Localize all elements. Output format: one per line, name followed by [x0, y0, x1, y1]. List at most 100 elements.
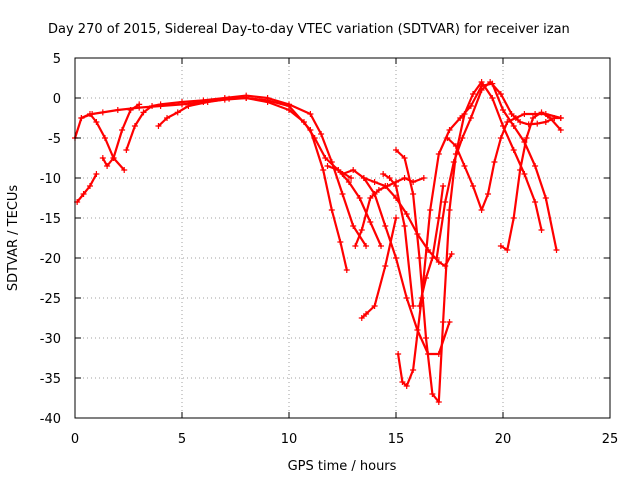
data-point: [523, 135, 530, 141]
data-point: [435, 259, 442, 265]
data-point: [380, 171, 387, 177]
data-point: [367, 219, 374, 225]
data-point: [538, 227, 545, 233]
series-trace: [101, 103, 141, 168]
y-axis-label: SDTVAR / TECUs: [6, 185, 21, 292]
data-point: [448, 251, 455, 257]
data-point: [422, 335, 429, 341]
x-tick-label: 15: [388, 432, 405, 447]
data-point: [350, 167, 357, 173]
data-point: [360, 175, 367, 181]
data-point: [179, 99, 185, 105]
y-tick-label: -10: [40, 172, 61, 187]
data-point: [403, 383, 410, 389]
data-point: [470, 183, 477, 189]
data-point: [155, 123, 162, 129]
data-point: [467, 115, 474, 121]
x-tick-label: 20: [495, 432, 512, 447]
chart-title: Day 270 of 2015, Sidereal Day-to-day VTE…: [48, 22, 570, 37]
series-arc-17: [444, 111, 564, 213]
y-tick-label: -15: [40, 212, 61, 227]
data-point: [429, 391, 436, 397]
data-point: [393, 215, 399, 221]
data-point: [542, 119, 549, 125]
data-point: [542, 195, 549, 201]
data-point: [450, 159, 457, 165]
series-trace: [360, 216, 398, 320]
data-point: [393, 255, 399, 261]
data-point: [517, 119, 524, 125]
data-point: [339, 191, 346, 197]
data-point: [339, 171, 346, 177]
data-point: [433, 255, 440, 261]
series-arc-7: [324, 163, 385, 249]
data-point: [337, 239, 344, 245]
y-tick-label: -5: [48, 132, 61, 147]
data-point: [403, 295, 410, 301]
data-point: [478, 87, 485, 93]
data-point: [416, 303, 423, 309]
data-point: [491, 159, 498, 165]
series-arc-11: [358, 215, 399, 321]
y-tick-label: 5: [53, 52, 61, 67]
data-point: [444, 135, 451, 141]
data-point: [328, 159, 335, 165]
series-arc-13: [395, 80, 560, 389]
y-tick-label: 0: [53, 92, 61, 107]
data-point: [358, 315, 365, 321]
series-trace: [76, 172, 98, 204]
data-point: [307, 127, 314, 133]
data-point: [504, 247, 511, 253]
data-point: [86, 183, 93, 189]
series-arc-4: [99, 101, 143, 169]
data-point: [322, 155, 329, 161]
data-point: [557, 115, 564, 121]
data-point: [114, 107, 121, 113]
data-point: [410, 191, 417, 197]
data-point: [104, 163, 111, 169]
data-point: [335, 167, 342, 173]
data-point: [497, 135, 504, 141]
series-trace: [446, 112, 562, 212]
data-point: [174, 109, 181, 116]
data-point: [101, 135, 108, 141]
data-point: [532, 199, 539, 205]
data-point: [386, 175, 393, 181]
x-tick-label: 5: [178, 432, 186, 447]
data-point: [534, 120, 541, 127]
data-series: [72, 79, 564, 405]
data-point: [470, 91, 477, 97]
data-point: [243, 95, 250, 101]
series-arc-6: [155, 95, 350, 273]
data-point: [399, 379, 406, 385]
data-point: [286, 103, 292, 109]
data-point: [226, 95, 233, 102]
series-trace: [125, 94, 368, 248]
data-point: [80, 191, 87, 197]
data-point: [442, 199, 449, 205]
data-point: [512, 115, 519, 121]
data-point: [363, 311, 370, 317]
y-tick-label: -20: [40, 252, 61, 267]
data-point: [401, 155, 408, 161]
data-point: [149, 103, 156, 109]
data-point: [121, 167, 128, 173]
data-point: [478, 79, 485, 85]
data-point: [185, 103, 192, 109]
data-point: [401, 175, 408, 181]
data-point: [427, 207, 434, 213]
data-point: [350, 223, 357, 229]
data-point: [497, 243, 504, 249]
series-trace: [362, 176, 453, 268]
data-point: [343, 267, 350, 273]
data-point: [204, 99, 211, 105]
x-tick-label: 10: [281, 432, 298, 447]
series-trace: [382, 172, 415, 308]
data-point: [485, 191, 492, 197]
data-point: [393, 183, 399, 189]
data-point: [382, 183, 389, 189]
data-point: [307, 111, 314, 117]
data-point: [324, 163, 331, 169]
y-tick-label: -30: [40, 332, 61, 347]
